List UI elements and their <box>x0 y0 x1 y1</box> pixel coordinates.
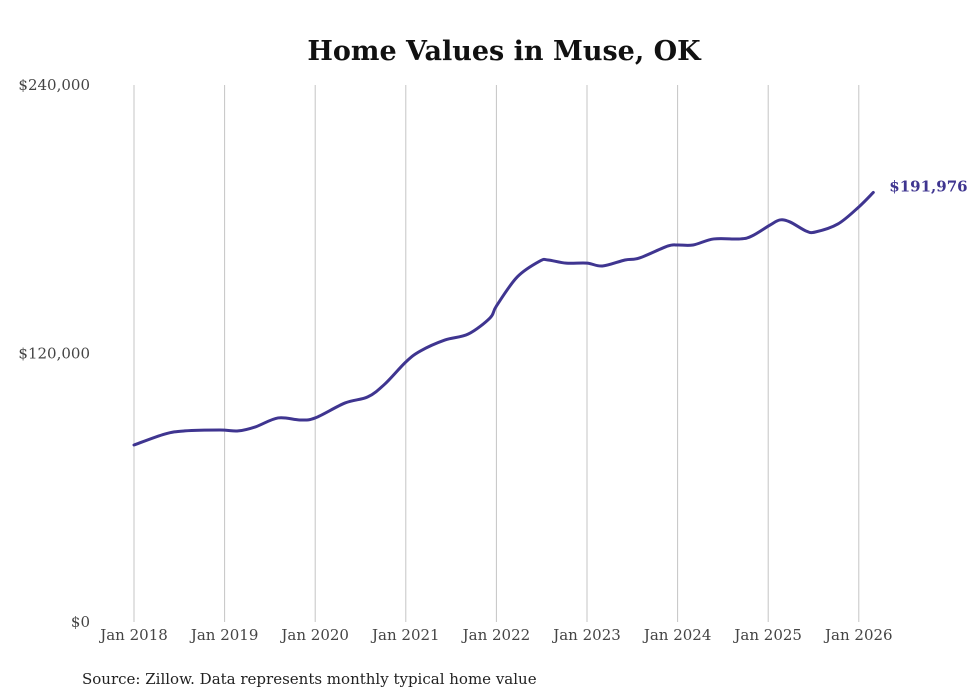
y-tick-label: $240,000 <box>18 76 90 94</box>
x-tick-label: Jan 2018 <box>98 626 168 644</box>
x-tick-label: Jan 2022 <box>461 626 531 644</box>
chart-title: Home Values in Muse, OK <box>307 36 702 67</box>
x-tick-label: Jan 2025 <box>732 626 802 644</box>
source-note: Source: Zillow. Data represents monthly … <box>82 670 537 688</box>
y-tick-label: $0 <box>71 613 90 631</box>
x-tick-label: Jan 2020 <box>279 626 349 644</box>
end-value-label: $191,976 <box>889 177 967 195</box>
x-tick-label: Jan 2024 <box>642 626 712 644</box>
x-tick-label: Jan 2026 <box>823 626 893 644</box>
x-tick-label: Jan 2023 <box>551 626 621 644</box>
x-tick-label: Jan 2019 <box>189 626 259 644</box>
series-line <box>132 190 875 447</box>
y-tick-label: $120,000 <box>18 345 90 363</box>
x-tick-label: Jan 2021 <box>370 626 440 644</box>
